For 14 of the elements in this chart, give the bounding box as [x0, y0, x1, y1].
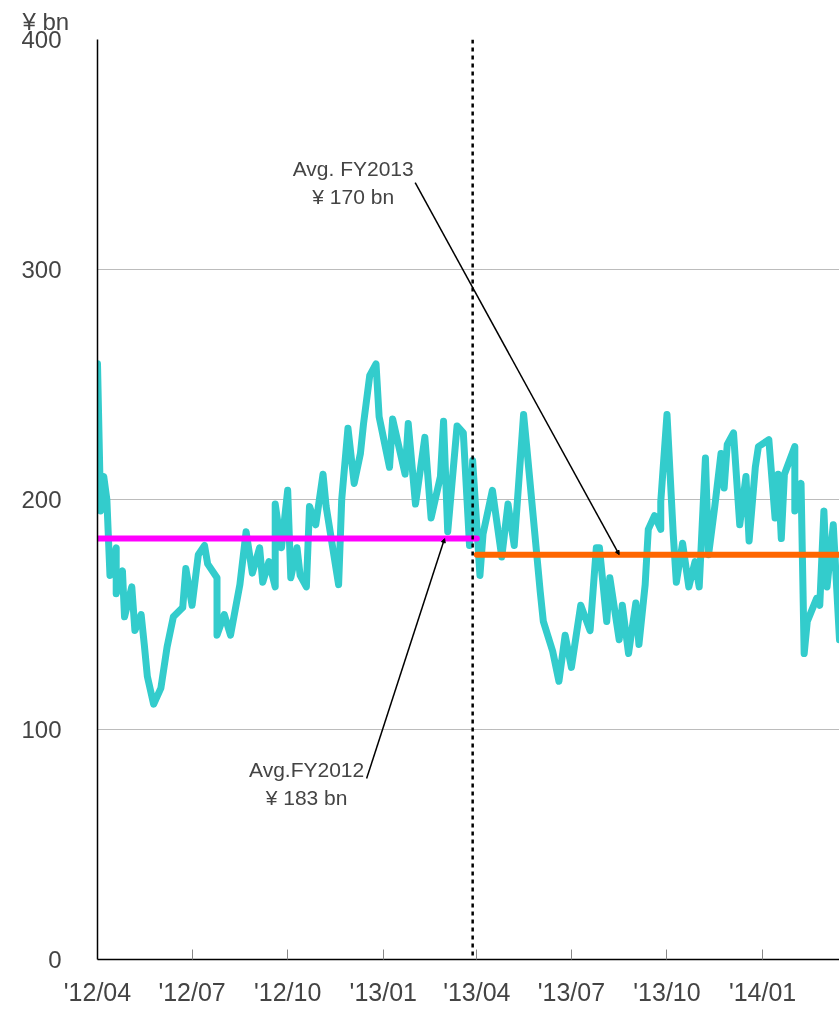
x-tick-label: '12/07 [158, 977, 226, 1006]
x-tick-label: '12/04 [63, 977, 132, 1006]
x-tick-label: '13/07 [537, 977, 606, 1006]
y-tick-label: 200 [21, 486, 62, 513]
annotation: Avg. FY2013 ¥ 170 bn [292, 157, 414, 208]
y-tick-label: 100 [21, 716, 62, 743]
y-tick-label: 0 [48, 946, 62, 973]
x-tick-label: '12/10 [254, 977, 322, 1006]
x-tick-label: '14/01 [728, 977, 797, 1006]
x-tick-label: '13/10 [633, 977, 701, 1006]
annotation: Avg.FY2012 ¥ 183 bn [249, 758, 365, 809]
y-tick-label: 300 [21, 256, 62, 283]
x-tick-label: '13/01 [349, 977, 417, 1006]
x-tick-label: '13/04 [443, 977, 511, 1006]
